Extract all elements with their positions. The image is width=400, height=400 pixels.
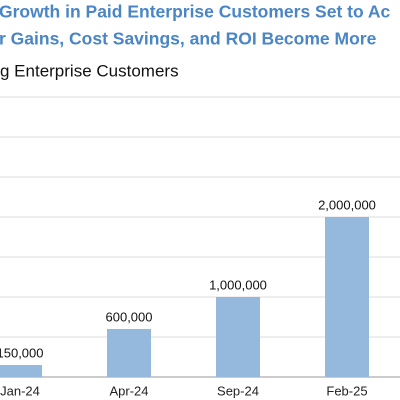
data-label: 2,000,000 bbox=[318, 197, 376, 212]
x-tick-label: Jan-24 bbox=[0, 383, 40, 398]
data-label: 1,000,000 bbox=[209, 277, 267, 292]
bar bbox=[216, 297, 260, 377]
chart-title: Growth in Paid Enterprise Customers Set … bbox=[0, 2, 390, 22]
bar bbox=[107, 329, 151, 377]
chart-title: r Gains, Cost Savings, and ROI Become Mo… bbox=[0, 29, 377, 49]
bar bbox=[325, 217, 369, 377]
chart-subtitle: g Enterprise Customers bbox=[0, 61, 179, 80]
bar bbox=[0, 365, 42, 377]
x-tick-label: Apr-24 bbox=[109, 383, 148, 398]
data-label: 600,000 bbox=[106, 309, 153, 324]
x-tick-label: Feb-25 bbox=[326, 383, 367, 398]
x-tick-label: Sep-24 bbox=[217, 383, 259, 398]
data-label: 150,000 bbox=[0, 345, 44, 360]
